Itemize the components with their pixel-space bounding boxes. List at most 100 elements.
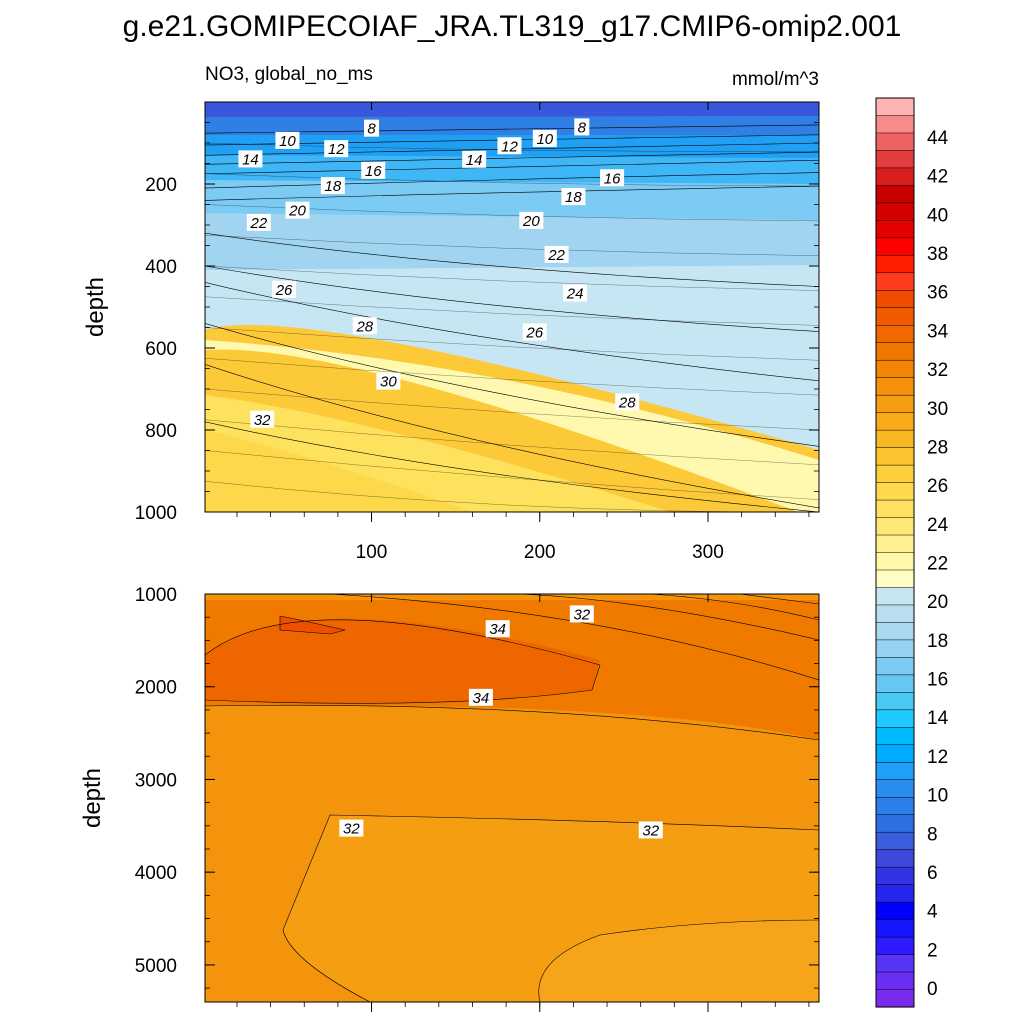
upper-panel: 8 8 10 10 12 12 14 14 16 16 18 18 20 20 22 22 24 26 26 28 28… (82, 101, 820, 563)
contour-label-text: 32 (642, 822, 659, 839)
colorbar-label: 20 (927, 592, 948, 613)
colorbar-label: 22 (927, 554, 948, 575)
contour-label-text: 16 (365, 163, 382, 180)
left-string: NO3, global_no_ms (205, 64, 373, 85)
contour-label: 32 (250, 410, 275, 429)
colorbar-swatch (875, 919, 915, 938)
colorbar-label: 4 (927, 902, 938, 923)
contour-label: 22 (246, 213, 271, 232)
contour-label-text: 34 (473, 690, 490, 707)
contour-label: 32 (638, 821, 663, 839)
x-tick-label: 200 (524, 542, 556, 563)
contour-label: 32 (339, 819, 364, 838)
colorbar-label: 36 (927, 283, 948, 304)
contour-label-box (532, 129, 557, 147)
isoline-28 (205, 323, 819, 447)
contour-label-box (238, 150, 263, 168)
colorbar-swatch (875, 762, 915, 781)
contour-label: 28 (352, 317, 377, 335)
colorbar-label: 2 (927, 940, 938, 961)
isoline-24 (205, 265, 819, 332)
colorbar-swatch (875, 989, 915, 1008)
isoline-minor (205, 265, 819, 291)
contour-label: 14 (238, 150, 263, 168)
contour-label-text: 22 (249, 215, 267, 232)
contour-label: 14 (462, 150, 487, 169)
isoline-18 (205, 172, 819, 189)
colorbar-label: 32 (927, 360, 948, 381)
contour-label-text: 18 (325, 178, 342, 195)
colorbar-swatch (875, 272, 915, 291)
contour-label-box (320, 177, 345, 195)
colorbar-swatch (875, 604, 915, 623)
y-tick-label: 1000 (135, 503, 177, 524)
isoline-minor (205, 450, 819, 500)
colorbar-label: 24 (927, 515, 949, 536)
contour-label: 20 (285, 201, 310, 220)
colorbar-swatch (875, 971, 915, 991)
y-tick-label: 800 (145, 421, 177, 442)
y-tick-label: 600 (145, 339, 177, 360)
isoline-minor (205, 173, 819, 187)
contour-label-box (468, 688, 493, 706)
colorbar-swatch (875, 866, 915, 886)
colorbar-swatch (875, 814, 915, 833)
contour-label-box (563, 284, 588, 302)
contour-label-box (364, 119, 380, 137)
colorbar-label: 44 (927, 128, 949, 149)
colorbar-label: 10 (927, 786, 948, 807)
isoline-30 (205, 364, 819, 509)
colorbar-swatch (875, 97, 915, 117)
colorbar-label: 34 (927, 321, 949, 342)
colorbar-swatch (875, 377, 915, 396)
contour-label: 28 (615, 393, 640, 412)
lower-fill (205, 594, 819, 1002)
contour-label: 22 (544, 245, 569, 264)
colorbar-swatch (875, 429, 915, 449)
colorbar-swatch (875, 954, 915, 973)
contour-label-box (339, 819, 364, 837)
isoline-minor (205, 358, 819, 396)
colorbar-swatch (875, 639, 915, 658)
contour-label-text: 24 (566, 285, 584, 302)
colorbar-swatch (875, 831, 915, 851)
colorbar-swatch (875, 290, 915, 309)
colorbar-swatch (875, 115, 915, 134)
colorbar-swatch (875, 622, 915, 641)
colorbar-swatch (875, 552, 915, 571)
colorbar-swatch (875, 342, 915, 361)
contour-label-box (352, 317, 377, 335)
contour-label: 18 (320, 177, 345, 195)
lower-frame (204, 593, 820, 1003)
colorbar-label: 14 (927, 708, 949, 729)
colorbar-swatch (875, 499, 915, 519)
contour-label: 32 (569, 605, 594, 623)
contour-label: 16 (361, 161, 386, 180)
colorbar-swatch (875, 150, 915, 169)
colorbar-swatch (875, 185, 915, 204)
y-tick-label: 400 (145, 257, 177, 278)
contour-label-text: 32 (343, 821, 360, 838)
contour-label-box (275, 131, 300, 149)
colorbar-swatch (875, 464, 915, 484)
contour-label-box (285, 201, 310, 219)
colorbar-swatch (875, 237, 915, 256)
lower-contour-labels: 32 34 34 32 32 (339, 605, 663, 839)
colorbar-swatch (875, 709, 915, 728)
contour-label-text: 16 (604, 170, 621, 187)
contour-label: 12 (324, 140, 349, 158)
colorbar-swatch (875, 796, 915, 816)
contour-label: 26 (272, 280, 297, 299)
contour-label: 12 (497, 137, 522, 155)
contour-label-text: 32 (573, 606, 590, 623)
contour-label-text: 18 (565, 189, 582, 206)
contour-label-box (250, 410, 275, 428)
isoline-26 (205, 282, 819, 382)
contour-label: 18 (561, 188, 586, 206)
colorbar-swatch (875, 307, 915, 326)
contour-label-text: 10 (279, 133, 296, 150)
colorbar-label: 0 (927, 979, 938, 1000)
contour-label: 34 (485, 620, 510, 638)
contour-label: 16 (600, 169, 625, 187)
contour-label-text: 10 (536, 131, 553, 148)
